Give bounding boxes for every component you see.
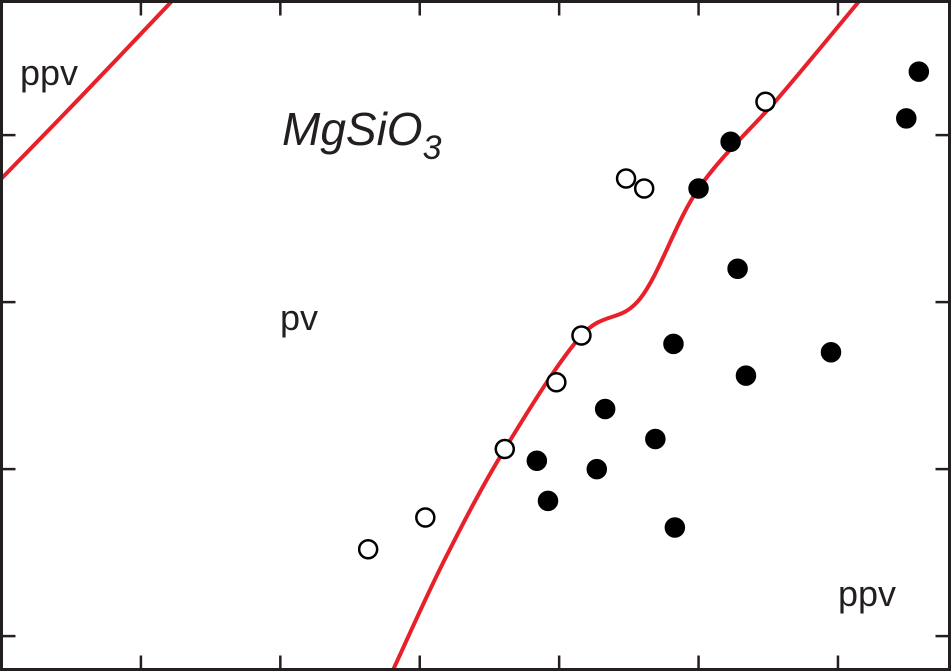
- data-point: [908, 61, 930, 82]
- data-point: [688, 178, 709, 199]
- data-point: [755, 91, 776, 112]
- data-point: [546, 372, 567, 393]
- formula-main: MgSiO: [282, 103, 423, 155]
- data-point: [735, 365, 757, 386]
- phase-boundary: [0, 0, 174, 180]
- data-point: [594, 398, 616, 420]
- data-point: [615, 168, 637, 189]
- phase-label: pv: [280, 297, 318, 338]
- data-point: [633, 178, 655, 199]
- data-point: [526, 450, 548, 471]
- phase-label: ppv: [20, 52, 78, 93]
- data-point: [727, 258, 748, 279]
- data-point: [494, 438, 516, 460]
- formula: MgSiO3: [282, 103, 442, 167]
- data-point: [571, 325, 592, 346]
- phase-label: ppv: [838, 573, 896, 614]
- data-point: [357, 539, 379, 560]
- data-point: [537, 490, 559, 512]
- data-point: [586, 458, 608, 480]
- data-point: [415, 507, 436, 528]
- data-point: [664, 517, 686, 538]
- data-point: [896, 108, 917, 129]
- data-point: [645, 428, 666, 450]
- formula-subscript: 3: [423, 129, 442, 167]
- data-point: [720, 131, 741, 153]
- phase-boundary: [391, 0, 861, 671]
- data-point: [663, 333, 684, 355]
- data-point: [820, 341, 842, 363]
